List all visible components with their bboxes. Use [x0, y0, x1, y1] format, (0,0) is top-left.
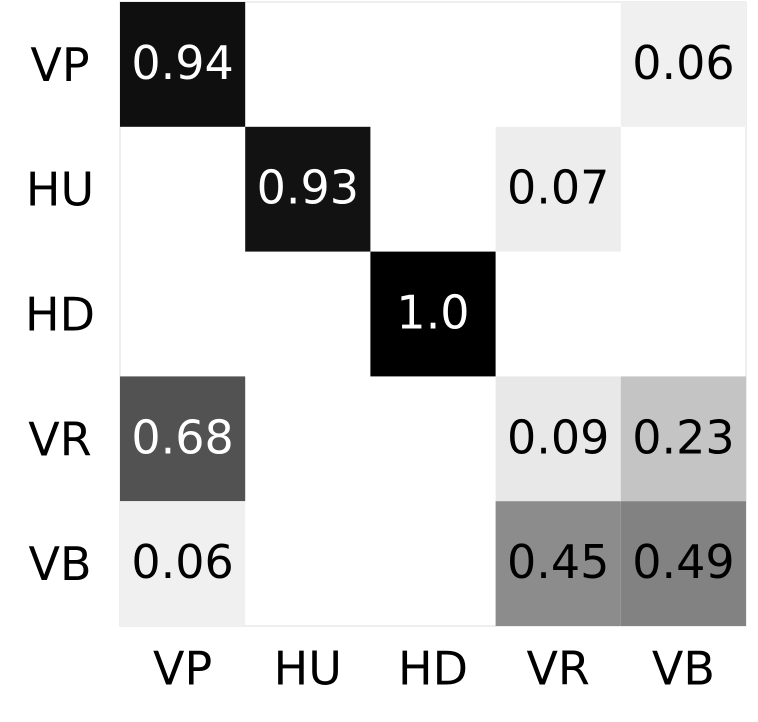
cell-label: 0.06: [131, 535, 233, 589]
y-tick-label: HD: [25, 288, 95, 342]
y-tick-label: VB: [28, 537, 91, 591]
heatmap-cell: [245, 126, 371, 252]
heatmap-cell: [495, 376, 621, 502]
cell-label: 0.49: [632, 535, 734, 589]
heatmap-cell: [495, 126, 621, 252]
cell-label: 0.23: [632, 410, 734, 464]
y-tick-label: VR: [28, 412, 91, 466]
cell-label: 0.07: [507, 161, 609, 215]
heatmap-cell: [120, 376, 246, 502]
cell-label: 0.45: [507, 535, 609, 589]
heatmap-cell: [120, 2, 246, 127]
heatmap-cell: [120, 501, 246, 626]
x-tick-label: HU: [274, 642, 342, 696]
x-tick-label: VR: [526, 642, 589, 696]
x-tick-label: VB: [652, 642, 715, 696]
heatmap-cell: [495, 501, 621, 626]
cell-label: 1.0: [396, 286, 469, 340]
cell-label: 0.06: [632, 36, 734, 90]
heatmap-cell: [620, 501, 746, 626]
plot-frame: [119, 1, 747, 627]
y-tick-label: HU: [26, 163, 94, 217]
y-tick-label: VP: [30, 38, 89, 92]
cell-label: 0.09: [507, 410, 609, 464]
x-tick-label: HD: [398, 642, 468, 696]
x-tick-label: VP: [153, 642, 212, 696]
heatmap-cell: [370, 251, 496, 377]
cell-label: 0.93: [257, 161, 359, 215]
cell-label: 0.94: [131, 36, 233, 90]
heatmap-cell: [620, 376, 746, 502]
heatmap-cell: [620, 2, 746, 127]
cell-label: 0.68: [131, 410, 233, 464]
